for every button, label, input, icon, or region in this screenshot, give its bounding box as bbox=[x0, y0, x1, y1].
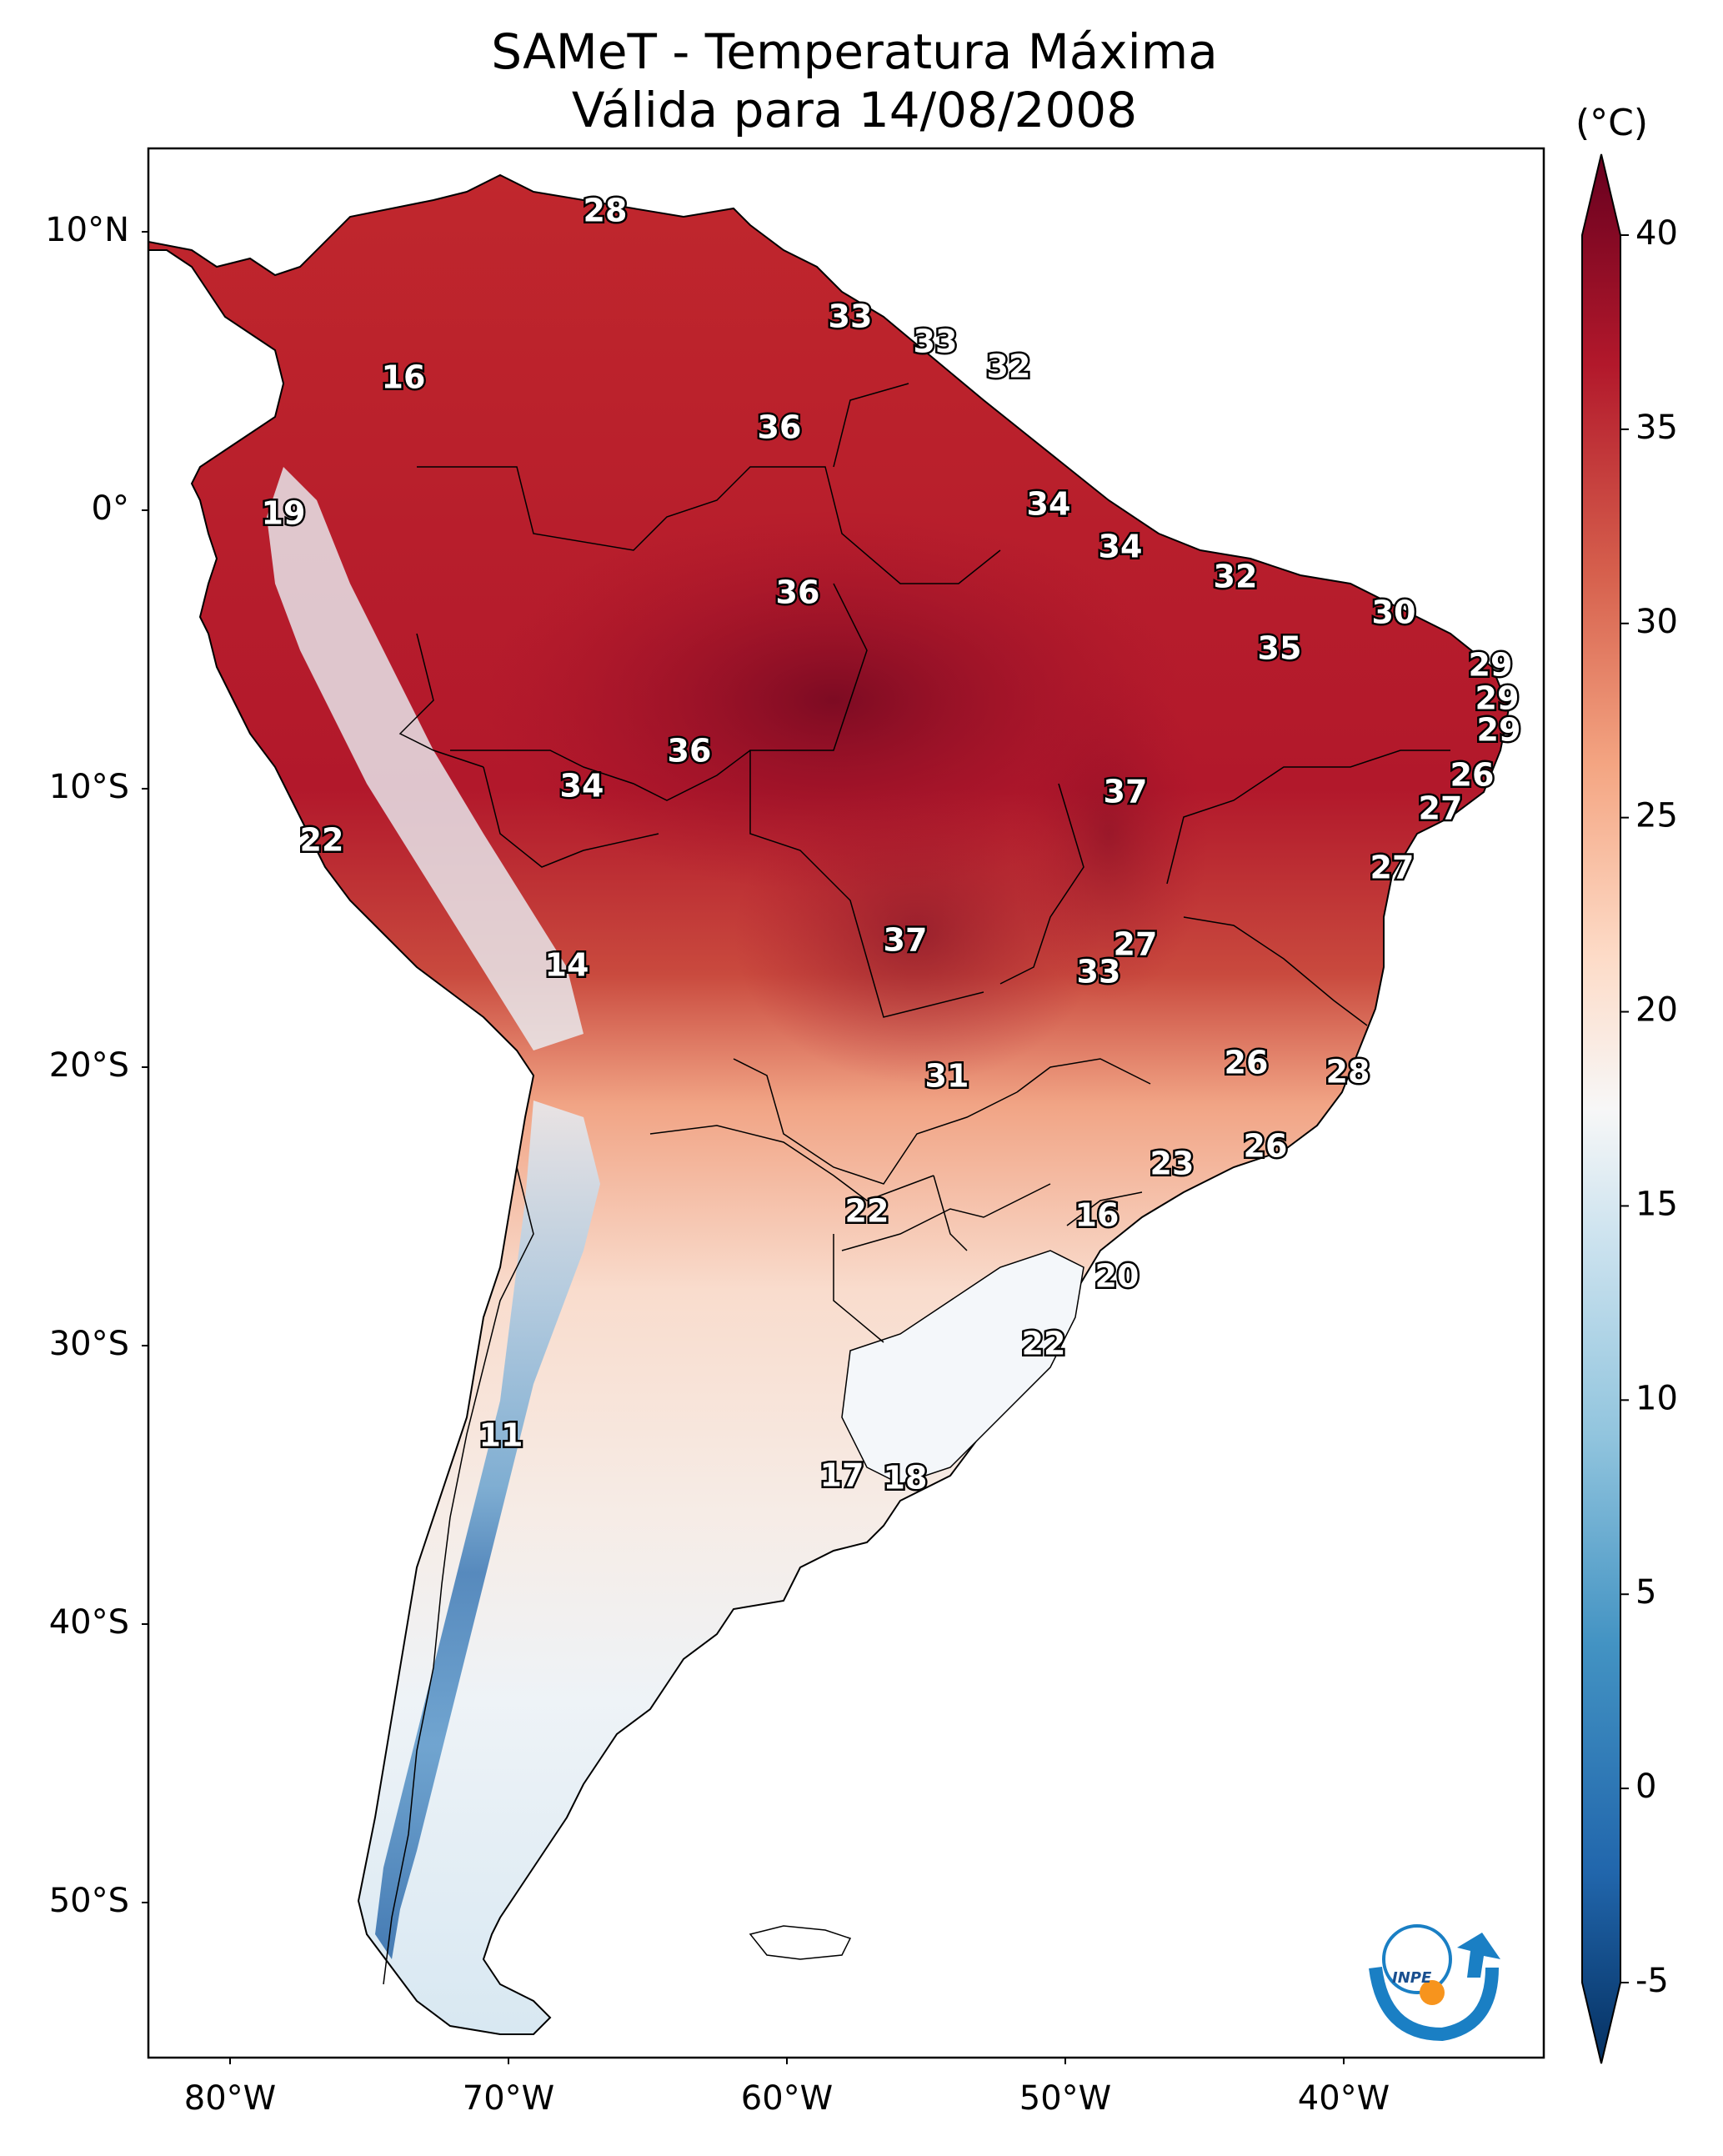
colorbar-unit: (°C) bbox=[1575, 102, 1648, 144]
colorbar-tick-label: -5 bbox=[1635, 1962, 1669, 2000]
falkland-islands bbox=[749, 1925, 852, 1960]
lat-label: 10°S bbox=[49, 768, 129, 806]
station-value: 22 bbox=[845, 1193, 889, 1230]
station-value: 16 bbox=[1075, 1197, 1119, 1234]
map-frame bbox=[147, 147, 1545, 2059]
colorbar-body bbox=[1581, 153, 1621, 2064]
station-value: 27 bbox=[1114, 926, 1158, 963]
station-value: 28 bbox=[584, 193, 628, 229]
station-value: 14 bbox=[545, 947, 589, 984]
station-value: 36 bbox=[668, 733, 712, 770]
station-value: 37 bbox=[884, 922, 928, 959]
station-value: 37 bbox=[1104, 774, 1148, 810]
south-america-land bbox=[148, 173, 1510, 2035]
lat-label: 20°S bbox=[49, 1046, 129, 1085]
station-value: 32 bbox=[1214, 559, 1258, 595]
colorbar-tick-label: 25 bbox=[1635, 797, 1678, 835]
colorbar-tick-label: 0 bbox=[1635, 1767, 1656, 1806]
colorbar-tick-label: 40 bbox=[1635, 214, 1678, 253]
map-subtitle: Válida para 14/08/2008 bbox=[571, 82, 1138, 138]
lat-label: 50°S bbox=[49, 1882, 129, 1920]
lat-label: 30°S bbox=[49, 1325, 129, 1363]
station-value: 18 bbox=[884, 1460, 928, 1497]
station-value: 17 bbox=[820, 1457, 864, 1494]
lat-label: 40°S bbox=[49, 1603, 129, 1642]
temperature-field bbox=[148, 173, 1510, 2035]
station-value: 32 bbox=[987, 348, 1031, 385]
station-value: 33 bbox=[1077, 954, 1121, 990]
station-value: 26 bbox=[1450, 757, 1495, 794]
station-value: 33 bbox=[914, 323, 958, 360]
station-value: 26 bbox=[1225, 1045, 1269, 1081]
lon-label: 50°W bbox=[1019, 2079, 1111, 2118]
uruguay-rs-region bbox=[841, 1250, 1084, 1485]
lon-label: 60°W bbox=[741, 2079, 833, 2118]
station-value: 22 bbox=[1022, 1326, 1066, 1362]
station-value: 11 bbox=[479, 1417, 523, 1454]
station-value: 29 bbox=[1475, 680, 1520, 717]
station-value: 23 bbox=[1150, 1146, 1195, 1182]
station-value: 36 bbox=[758, 409, 802, 446]
station-value: 33 bbox=[829, 298, 873, 335]
colorbar: (°C) 40 35 30 25 20 15 10 5 0 -5 bbox=[1575, 102, 1678, 2064]
station-value: 34 bbox=[1099, 529, 1143, 565]
colorbar-tick-label: 5 bbox=[1635, 1573, 1656, 1612]
inpe-logo-text: INPE bbox=[1392, 1969, 1432, 1987]
station-value: 31 bbox=[925, 1058, 969, 1095]
lon-label: 80°W bbox=[184, 2079, 276, 2118]
station-value: 27 bbox=[1370, 850, 1415, 886]
map-title: SAMeT - Temperatura Máxima bbox=[491, 23, 1218, 80]
lat-label: 0° bbox=[92, 489, 129, 528]
inpe-logo: INPE bbox=[1369, 1924, 1500, 2042]
station-value: 35 bbox=[1258, 630, 1302, 667]
colorbar-tick-label: 10 bbox=[1635, 1379, 1678, 1417]
station-value: 29 bbox=[1477, 712, 1521, 749]
lon-label: 40°W bbox=[1298, 2079, 1390, 2118]
colorbar-tick-label: 35 bbox=[1635, 409, 1678, 447]
colorbar-tick-label: 30 bbox=[1635, 603, 1678, 641]
station-value: 27 bbox=[1419, 790, 1463, 827]
station-value: 20 bbox=[1095, 1258, 1139, 1295]
station-value: 19 bbox=[262, 495, 306, 532]
station-value: 30 bbox=[1372, 594, 1416, 631]
longitude-axis: 80°W 70°W 60°W 50°W 40°W bbox=[184, 2058, 1390, 2118]
station-value: 36 bbox=[776, 574, 820, 611]
station-value: 26 bbox=[1244, 1128, 1288, 1165]
latitude-axis: 10°N 0° 10°S 20°S 30°S 40°S 50°S bbox=[45, 211, 148, 1920]
colorbar-tick-label: 15 bbox=[1635, 1185, 1678, 1223]
lon-label: 70°W bbox=[463, 2079, 554, 2118]
station-value: 22 bbox=[300, 822, 344, 859]
station-value: 28 bbox=[1326, 1054, 1370, 1091]
andes-cold-band bbox=[375, 1101, 600, 1959]
station-value: 16 bbox=[382, 359, 426, 396]
lat-label: 10°N bbox=[45, 211, 129, 249]
station-value: 34 bbox=[1027, 486, 1071, 523]
station-value: 29 bbox=[1469, 647, 1513, 684]
colorbar-tick-label: 20 bbox=[1635, 991, 1678, 1030]
station-value: 34 bbox=[560, 768, 604, 805]
political-borders bbox=[383, 383, 1450, 1985]
